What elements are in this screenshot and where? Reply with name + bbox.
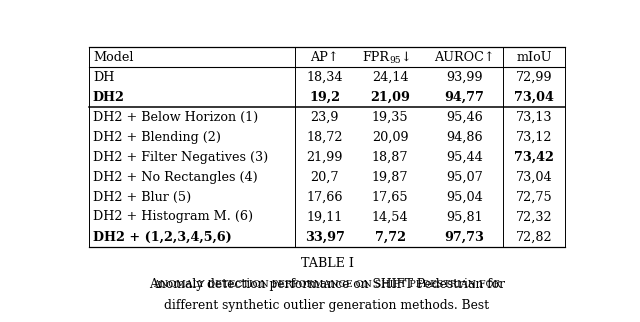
Text: ANOMALY DETECTION PERFORMANCE ON SHIFT PEDESTRIAN FOR: ANOMALY DETECTION PERFORMANCE ON SHIFT P… [153,279,500,289]
Text: TABLE I: TABLE I [301,257,353,270]
Text: 14,54: 14,54 [372,211,408,223]
Text: DH2 + Filter Negatives (3): DH2 + Filter Negatives (3) [93,151,268,164]
Text: 95,81: 95,81 [446,211,483,223]
Text: 72,32: 72,32 [516,211,552,223]
Text: 95,04: 95,04 [446,191,483,204]
Text: 21,09: 21,09 [371,91,410,104]
Text: 95,07: 95,07 [446,171,483,184]
Text: 19,11: 19,11 [307,211,342,223]
Text: 94,86: 94,86 [446,131,483,144]
Text: DH2 + (1,2,3,4,5,6): DH2 + (1,2,3,4,5,6) [93,231,232,243]
Text: 19,87: 19,87 [372,171,408,184]
Text: 73,04: 73,04 [516,171,552,184]
Text: DH2 + No Rectangles (4): DH2 + No Rectangles (4) [93,171,258,184]
Text: 95,46: 95,46 [446,111,483,124]
Text: 72,99: 72,99 [516,71,552,84]
Text: 93,99: 93,99 [446,71,483,84]
Text: 73,04: 73,04 [514,91,554,104]
Text: mIoU: mIoU [516,51,552,64]
Text: 18,87: 18,87 [372,151,408,164]
Text: 17,66: 17,66 [307,191,343,204]
Text: 95,44: 95,44 [446,151,483,164]
Text: 33,97: 33,97 [305,231,344,243]
Text: 19,35: 19,35 [372,111,408,124]
Text: 18,34: 18,34 [307,71,343,84]
Text: 73,12: 73,12 [516,131,552,144]
Text: 95: 95 [390,56,401,65]
Text: 7,72: 7,72 [375,231,406,243]
Text: DH2 + Below Horizon (1): DH2 + Below Horizon (1) [93,111,258,124]
Text: FPR: FPR [362,51,389,64]
Text: 21,99: 21,99 [307,151,343,164]
Text: Anomaly detection performance on SHIFT Pedestrian for: Anomaly detection performance on SHIFT P… [149,278,505,290]
Text: 20,09: 20,09 [372,131,408,144]
Text: DH2 + Blur (5): DH2 + Blur (5) [93,191,191,204]
Text: different synthetic outlier generation methods. Best: different synthetic outlier generation m… [164,299,490,312]
Text: DH2 + Histogram M. (6): DH2 + Histogram M. (6) [93,211,253,223]
Text: 20,7: 20,7 [310,171,339,184]
Text: 72,82: 72,82 [516,231,552,243]
Text: 17,65: 17,65 [372,191,408,204]
Text: 97,73: 97,73 [445,231,484,243]
Text: Model: Model [93,51,133,64]
Text: 24,14: 24,14 [372,71,408,84]
Text: DH2 + Blending (2): DH2 + Blending (2) [93,131,221,144]
Text: 19,2: 19,2 [309,91,340,104]
Text: 18,72: 18,72 [307,131,343,144]
Text: DH: DH [93,71,115,84]
Text: ↓: ↓ [401,51,412,64]
Text: 73,13: 73,13 [516,111,552,124]
Text: DH2: DH2 [93,91,125,104]
Text: 23,9: 23,9 [310,111,339,124]
Text: AP↑: AP↑ [310,51,339,64]
Text: 72,75: 72,75 [516,191,552,204]
Text: 73,42: 73,42 [514,151,554,164]
Text: 94,77: 94,77 [445,91,484,104]
Text: AUROC↑: AUROC↑ [435,51,495,64]
